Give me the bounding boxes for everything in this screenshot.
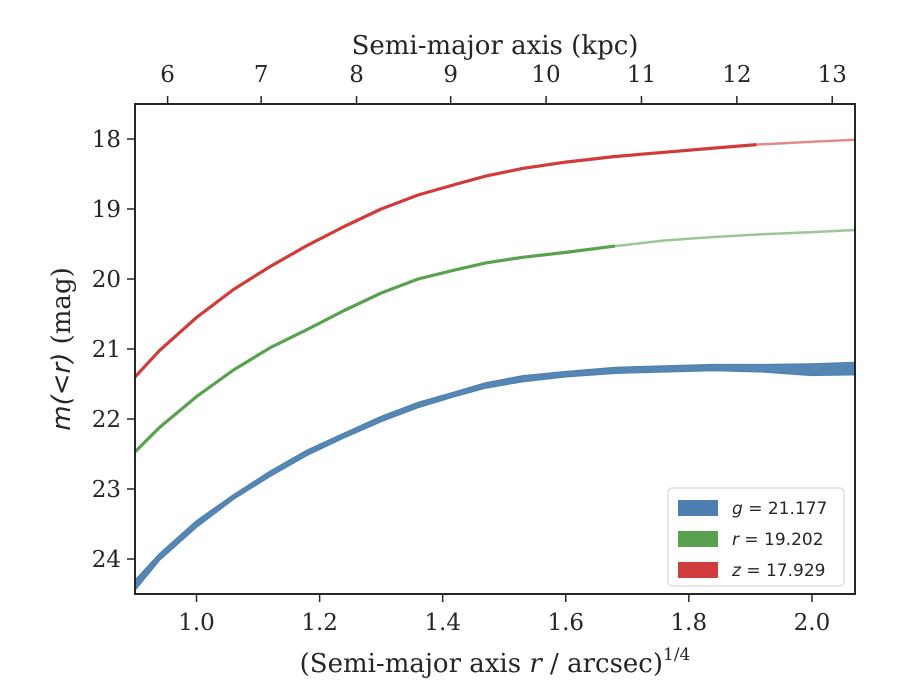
series-band-g [135, 361, 855, 592]
x-tick-label: 1.6 [547, 610, 584, 636]
series-r [135, 228, 855, 454]
y-tick-label: 22 [92, 407, 121, 433]
top-tick-label: 11 [627, 62, 656, 88]
x-tick-label: 1.0 [178, 610, 215, 636]
top-axis-label: Semi-major axis (kpc) [352, 31, 639, 61]
x-tick-label: 1.2 [301, 610, 338, 636]
legend-swatch [678, 531, 718, 547]
top-tick-label: 10 [531, 62, 560, 88]
legend-item-z: z = 17.929 [678, 561, 825, 581]
legend-label: z = 17.929 [731, 561, 825, 581]
top-axis-ticks: 6 7 8 9 10 11 12 13 [160, 62, 847, 104]
top-tick-label: 13 [818, 62, 847, 88]
top-tick-label: 12 [722, 62, 751, 88]
series-extension-r [135, 228, 855, 453]
legend-item-g: g = 21.177 [678, 499, 827, 519]
series-line-z [135, 143, 757, 379]
bottom-axis-ticks: 1.0 1.2 1.4 1.6 1.8 2.0 [178, 594, 830, 636]
y-tick-label: 24 [92, 547, 121, 573]
plot-frame [134, 103, 856, 595]
legend-swatch [678, 500, 718, 516]
top-tick-label: 9 [443, 62, 458, 88]
y-axis-label: m(<r) (mag) [47, 267, 77, 430]
y-tick-label: 20 [92, 267, 121, 293]
top-tick-label: 6 [160, 62, 175, 88]
series-layer [135, 138, 855, 592]
series-z [135, 138, 855, 379]
y-tick-label: 21 [92, 337, 121, 363]
y-tick-label: 18 [92, 127, 121, 153]
series-line-r [135, 244, 616, 454]
legend-label: r = 19.202 [732, 530, 824, 550]
legend-item-r: r = 19.202 [678, 530, 824, 550]
top-tick-label: 8 [349, 62, 364, 88]
top-tick-label: 7 [254, 62, 269, 88]
x-tick-label: 1.4 [424, 610, 461, 636]
x-tick-label: 2.0 [794, 610, 831, 636]
y-tick-label: 23 [92, 477, 121, 503]
x-axis-label: (Semi-major axis r / arcsec)1/4 [300, 645, 691, 679]
legend: g = 21.177 r = 19.202 z = 17.929 [667, 487, 845, 587]
y-tick-label: 19 [92, 197, 121, 223]
series-g [135, 361, 855, 592]
left-axis-ticks: 18 19 20 21 22 23 24 [92, 127, 135, 573]
legend-swatch [678, 562, 718, 578]
x-tick-label: 1.8 [671, 610, 708, 636]
legend-label: g = 21.177 [732, 499, 827, 519]
